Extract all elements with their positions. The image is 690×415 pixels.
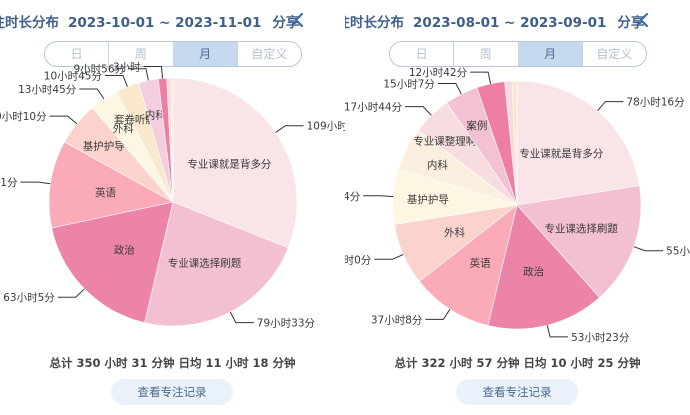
leader-line [470, 71, 492, 84]
pie-slice [516, 185, 642, 298]
total-summary: 总计 350 小时 31 分钟 日均 11 小时 18 分钟 [49, 356, 296, 370]
slice-label: 政治 [114, 244, 135, 257]
pie-slice [170, 77, 174, 203]
slice-value-label: 28小时0分 [345, 254, 372, 266]
total-summary: 总计 322 小时 57 分钟 日均 10 小时 25 分钟 [394, 356, 641, 370]
chevron-left-icon[interactable] [290, 9, 308, 31]
share-button[interactable]: 分享 [272, 15, 300, 31]
slice-label: 案例 [466, 119, 487, 132]
leader-line [425, 309, 451, 320]
panel-header: 专注时长分布 2023-10-01 ~ 2023-11-01 分享 [0, 11, 308, 33]
leader-line [49, 115, 78, 125]
slice-value-label: 3小时 [113, 62, 141, 74]
slice-label: 英语 [95, 186, 116, 199]
leader-line [405, 106, 432, 116]
slice-label: 专业课选择刷题 [168, 257, 242, 270]
slice-label: 专业课选择刷题 [544, 222, 618, 235]
pie-slice [48, 141, 174, 229]
slice-value-label: 53小时23分 [571, 332, 630, 344]
leader-line [128, 68, 149, 81]
slice-label: 外科 [113, 122, 134, 135]
leader-line [20, 181, 51, 185]
slice-label: 内科 [145, 109, 166, 122]
slice-label: 英语 [470, 256, 491, 269]
tab-week[interactable]: 周 [109, 42, 174, 66]
date-range[interactable]: 2023-08-01 ~ 2023-09-01 [413, 15, 607, 31]
leader-line [374, 254, 404, 260]
leader-line [597, 101, 624, 112]
share-button[interactable]: 分享 [617, 15, 645, 31]
slice-value-label: 15小时7分 [383, 79, 435, 91]
date-range[interactable]: 2023-10-01 ~ 2023-11-01 [68, 15, 262, 31]
view-records-button[interactable]: 查看专注记录 [456, 379, 578, 405]
tab-week[interactable]: 周 [454, 42, 519, 66]
slice-label: 基护护导 [83, 140, 125, 153]
pie-slice [51, 201, 174, 324]
slice-value-label: 24小时54分 [345, 191, 361, 203]
slice-value-label: 9小时56分 [73, 64, 125, 76]
slice-value-label: 55小时15分 [666, 246, 690, 258]
pie-slice [418, 204, 518, 326]
slice-label: 基护护导 [407, 193, 449, 206]
slice-value-label: 79小时33分 [257, 318, 316, 330]
panel-title: 专注时长分布 [0, 15, 59, 31]
slice-value-label: 10小时45分 [44, 71, 103, 83]
slice-label: 专业课就是背多分 [187, 158, 271, 171]
panel-header: 专注时长分布 2023-08-01 ~ 2023-09-01 分享 [345, 11, 653, 33]
pie-slice [511, 80, 518, 206]
tab-month[interactable]: 月 [173, 42, 238, 66]
slice-value-label: 37小时8分 [371, 314, 423, 326]
tab-month[interactable]: 月 [518, 42, 583, 66]
leader-line [105, 75, 128, 87]
stats-panel-august: 专注时长分布 2023-08-01 ~ 2023-09-01 分享 日 周 月 自定… [345, 0, 690, 415]
pie-slice [144, 201, 289, 327]
slice-value-label: 12小时42分 [409, 67, 468, 79]
leader-line [143, 66, 163, 79]
leader-line [229, 311, 254, 324]
pie-slice [487, 204, 600, 330]
pie-slice [516, 80, 640, 206]
leader-line [363, 195, 394, 198]
tab-day[interactable]: 日 [390, 42, 455, 66]
leader-line [546, 325, 569, 338]
slice-value-label: 40小时11分 [0, 177, 18, 189]
slice-value-label: 109小时 [307, 121, 345, 133]
stats-panel-october: 专注时长分布 2023-10-01 ~ 2023-11-01 分享 日 周 月 自定… [0, 9, 345, 405]
pie-slice [172, 77, 298, 249]
leader-line [275, 125, 304, 133]
chevron-left-icon[interactable] [635, 9, 653, 31]
slice-value-label: 78小时16分 [626, 97, 685, 109]
slice-label: 外科 [444, 226, 465, 239]
tab-custom[interactable]: 自定义 [596, 47, 633, 61]
slice-value-label: 17小时44分 [345, 102, 403, 114]
period-tabs: 日 周 月 自定义 [44, 41, 302, 67]
slice-value-label: 63小时5分 [3, 292, 55, 304]
slice-label: 专业课就是背多分 [519, 147, 603, 160]
slice-label: 内科 [427, 159, 448, 172]
slice-value-label: 20小时10分 [0, 111, 47, 123]
tab-custom[interactable]: 自定义 [251, 47, 288, 61]
tab-day[interactable]: 日 [45, 42, 110, 66]
view-records-button[interactable]: 查看专注记录 [111, 379, 233, 405]
leader-line [437, 83, 462, 95]
leader-line [633, 246, 664, 252]
period-tabs: 日 周 月 自定义 [389, 41, 647, 67]
slice-label: 政治 [523, 265, 544, 278]
panel-title: 专注时长分布 [345, 15, 404, 31]
leader-line [57, 288, 85, 298]
leader-line [79, 88, 105, 100]
slice-value-label: 13小时45分 [18, 84, 77, 96]
